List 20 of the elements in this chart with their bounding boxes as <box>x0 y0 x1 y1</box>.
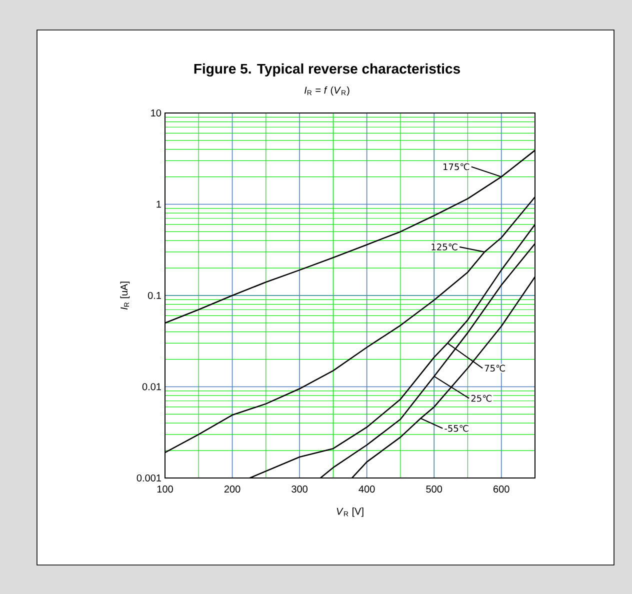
x-tick-label: 500 <box>426 486 442 493</box>
annotation: -55℃ <box>444 424 468 432</box>
chart-title: Figure 5. Typical reverse characteristics <box>194 63 460 77</box>
y-axis-title: I$_{R}$ [uA] <box>120 282 130 310</box>
y-tick-label: 0.001 <box>136 474 161 482</box>
annotation: 125℃ <box>432 244 458 250</box>
y-tick-label: 10 <box>151 109 162 117</box>
x-tick-label: 300 <box>292 486 308 493</box>
y-tick-label: 0.1 <box>148 292 161 300</box>
annotation: 75℃ <box>484 364 506 372</box>
y-tick-label: 0.01 <box>142 383 161 390</box>
x-tick-label: 400 <box>358 486 375 493</box>
x-tick-label: 100 <box>157 486 173 493</box>
annotation: 175℃ <box>444 163 470 170</box>
annotation: 25℃ <box>471 394 492 402</box>
x-axis-title: V$_{R}$ [V] <box>336 507 364 517</box>
x-tick-label: 200 <box>224 486 240 493</box>
chart-subtitle: I$_{R}$ = f (V$_{R}$) <box>304 86 350 96</box>
y-tick-label: 1 <box>156 200 161 208</box>
x-tick-label: 600 <box>494 486 510 493</box>
